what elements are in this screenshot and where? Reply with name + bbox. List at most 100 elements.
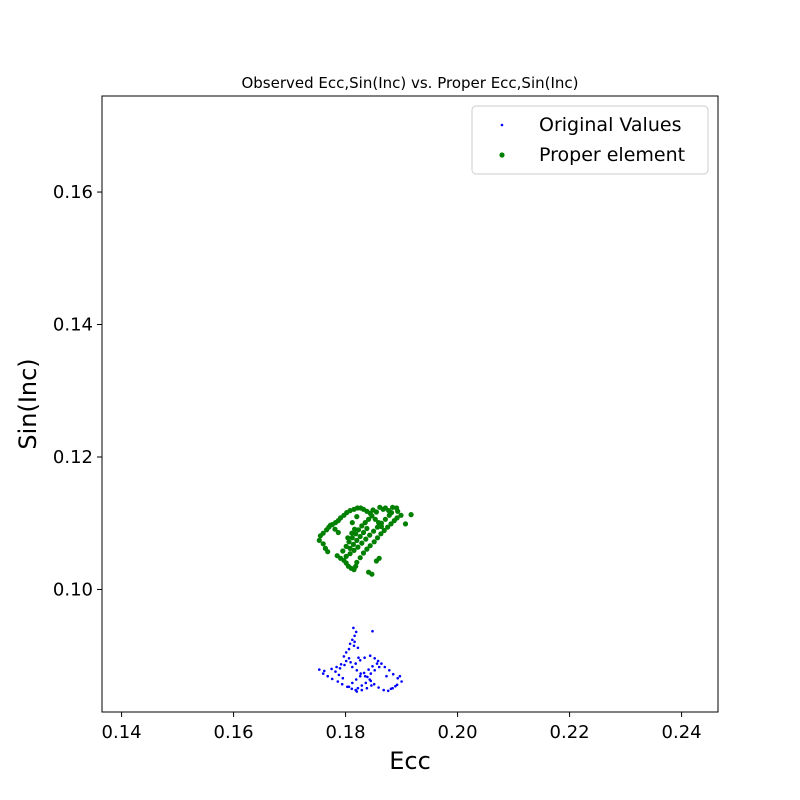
- original-value-point: [347, 647, 351, 651]
- proper-element-point: [360, 550, 367, 556]
- proper-element-point: [359, 523, 365, 529]
- y-axis: 0.10 0.12 0.14 0.16: [53, 182, 102, 600]
- original-value-point: [400, 680, 403, 683]
- original-value-point: [383, 665, 387, 669]
- original-value-point: [389, 687, 393, 691]
- original-value-point: [391, 672, 395, 676]
- proper-element-point: [376, 520, 382, 526]
- x-tick-label: 0.22: [550, 722, 590, 743]
- legend: Original Values Proper element: [471, 105, 709, 175]
- original-value-point: [341, 676, 345, 680]
- y-tick-label: 0.12: [53, 447, 93, 468]
- proper-element-point: [349, 520, 355, 526]
- original-value-point: [355, 669, 359, 672]
- original-value-point: [326, 674, 330, 678]
- proper-element-point: [381, 527, 387, 534]
- original-value-point: [353, 640, 356, 644]
- original-value-point: [362, 671, 366, 675]
- original-value-point: [336, 680, 340, 683]
- proper-element-point: [349, 530, 355, 536]
- proper-element-point: [324, 527, 330, 533]
- original-value-point: [367, 668, 370, 671]
- proper-element-point: [353, 531, 359, 537]
- proper-element-point: [364, 546, 370, 552]
- original-value-point: [353, 634, 356, 638]
- chart-title: Observed Ecc,Sin(Inc) vs. Proper Ecc,Sin…: [241, 74, 578, 92]
- original-value-point: [318, 668, 321, 671]
- original-value-point: [337, 673, 341, 677]
- original-value-point: [330, 677, 334, 681]
- x-tick-label: 0.14: [102, 722, 142, 743]
- x-tick-label: 0.16: [214, 722, 254, 743]
- proper-element-point: [367, 532, 373, 538]
- proper-element-point: [343, 553, 349, 559]
- original-value-point: [351, 665, 354, 669]
- original-value-point: [340, 682, 344, 686]
- proper-element-point: [398, 512, 404, 518]
- x-axis-label: Ecc: [389, 747, 431, 775]
- y-tick-label: 0.14: [53, 315, 93, 336]
- original-value-point: [354, 678, 358, 681]
- x-axis: 0.14 0.16 0.18 0.20 0.22 0.24: [102, 712, 702, 743]
- original-value-point: [347, 657, 351, 660]
- original-value-point: [330, 667, 333, 671]
- x-tick-label: 0.24: [662, 722, 702, 743]
- original-value-point: [376, 659, 380, 663]
- original-value-point: [354, 630, 358, 634]
- proper-element-point: [347, 545, 353, 552]
- original-value-point: [349, 661, 352, 664]
- proper-element-point: [372, 516, 378, 522]
- proper-element-point: [346, 539, 352, 545]
- original-value-point: [323, 669, 326, 673]
- original-value-point: [352, 644, 356, 648]
- original-value-point: [385, 674, 388, 678]
- original-value-point: [356, 646, 360, 650]
- original-value-point: [348, 642, 352, 646]
- original-value-point: [382, 688, 386, 692]
- original-value-point: [377, 686, 380, 689]
- proper-element-point: [376, 555, 382, 561]
- legend-marker-proper-element: [499, 152, 505, 158]
- original-value-point: [335, 665, 338, 669]
- original-value-point: [358, 659, 362, 662]
- proper-element-point: [377, 504, 383, 510]
- proper-element-point: [394, 515, 400, 521]
- proper-element-point: [369, 571, 375, 577]
- proper-element-point: [378, 523, 384, 530]
- y-tick-label: 0.16: [53, 182, 93, 203]
- series-original-values: [318, 626, 403, 693]
- original-value-point: [360, 684, 364, 687]
- original-value-point: [334, 670, 337, 673]
- original-value-point: [338, 667, 342, 670]
- original-value-point: [365, 686, 369, 690]
- proper-element-point: [354, 537, 360, 544]
- series-proper-element: [316, 504, 414, 577]
- proper-element-point: [359, 540, 365, 546]
- proper-element-point: [390, 504, 396, 510]
- proper-element-point: [340, 548, 346, 554]
- proper-element-point: [351, 547, 357, 554]
- proper-element-point: [374, 524, 381, 530]
- proper-element-point: [402, 521, 409, 527]
- original-value-point: [364, 681, 368, 685]
- original-value-point: [366, 675, 369, 679]
- original-value-point: [351, 638, 354, 642]
- legend-box: [471, 105, 709, 175]
- proper-element-point: [371, 528, 377, 534]
- plot-area: [101, 95, 719, 713]
- proper-element-point: [386, 512, 392, 518]
- proper-element-point: [408, 511, 414, 518]
- proper-element-point: [362, 520, 368, 526]
- original-value-point: [388, 669, 391, 672]
- proper-element-point: [320, 541, 326, 547]
- proper-element-point: [332, 526, 338, 532]
- x-tick-label: 0.18: [326, 722, 366, 743]
- proper-element-point: [325, 549, 331, 555]
- x-tick-label: 0.20: [438, 722, 478, 743]
- proper-element-point: [371, 539, 377, 545]
- proper-element-point: [388, 521, 394, 527]
- proper-element-point: [351, 506, 357, 512]
- proper-element-point: [394, 505, 400, 511]
- original-value-point: [380, 662, 383, 665]
